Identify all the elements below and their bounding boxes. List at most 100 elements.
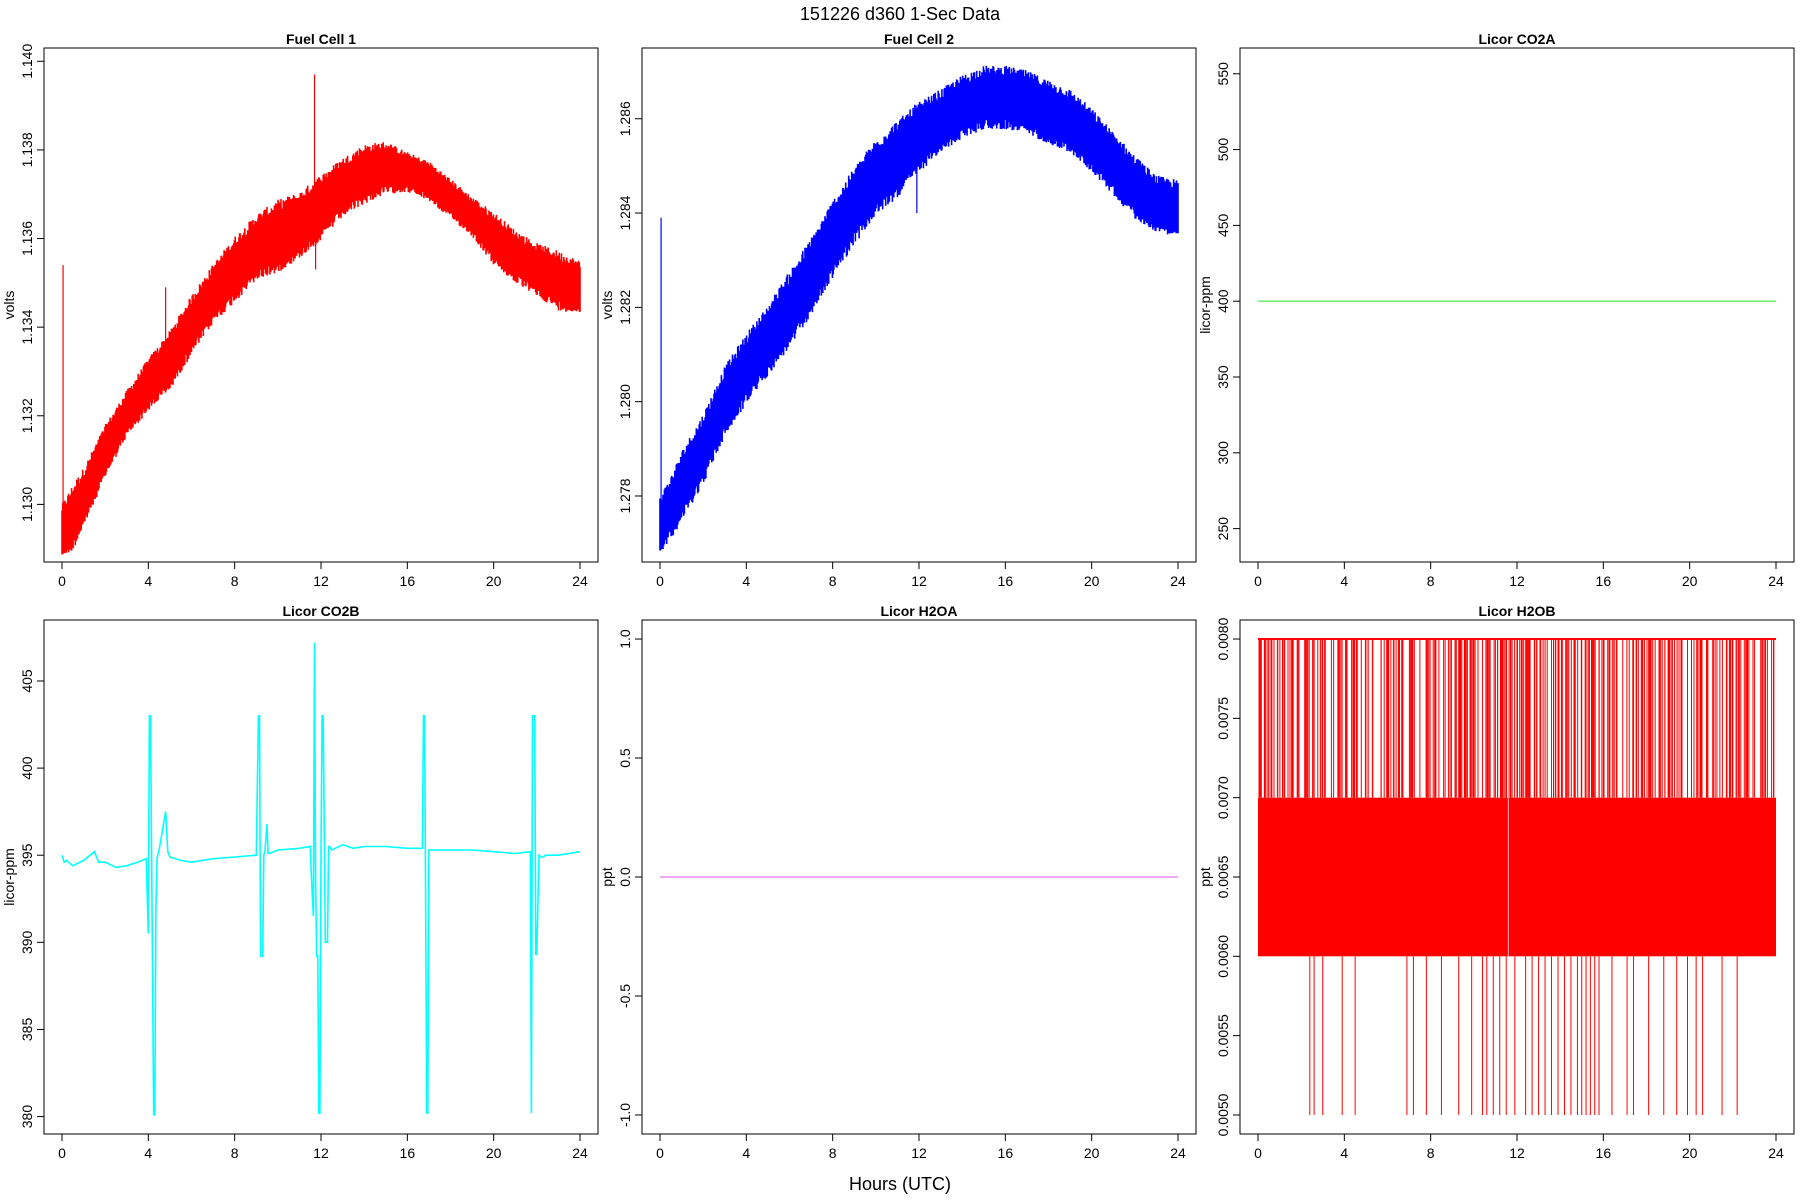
y-tick-label: 1.130 [19,487,35,522]
y-tick-label: 1.132 [19,398,35,433]
panel-3: Licor CO2A licor-ppm 0 4 8 12 16 20 24 250 300 350 4… [1197,31,1795,589]
y-tick-label: 1.278 [617,478,633,513]
x-tick-label: 8 [231,573,239,589]
x-tick-label: 16 [998,573,1014,589]
y-tick-label: 0.0080 [1215,617,1231,660]
y-tick-label: 0.0065 [1215,855,1231,898]
y-tick-label: 550 [1215,62,1231,86]
series-group [61,74,581,555]
x-tick-label: 12 [1509,573,1525,589]
figure-xlabel: Hours (UTC) [849,1174,951,1194]
x-tick-label: 12 [313,573,329,589]
x-tick-label: 8 [1427,573,1435,589]
x-tick-label: 0 [1254,573,1262,589]
panel-4: Licor CO2B licor-ppm 0 4 8 12 16 20 24 380 385 390 3… [1,603,599,1161]
x-tick-label: 16 [998,1145,1014,1161]
y-tick-label: 390 [19,930,35,954]
y-axis-label: ppt [599,867,615,887]
y-axis-label: licor-ppm [1197,276,1213,334]
data-band-fill [62,149,580,549]
panel-5: Licor H2OA ppt 0 4 8 12 16 20 24 -1.0 -0.5 0.0 0.5 1.… [599,603,1197,1161]
x-tick-label: 24 [572,573,588,589]
x-tick-label: 0 [58,1145,66,1161]
x-tick-label: 16 [400,1145,416,1161]
y-tick-label: 400 [1215,289,1231,313]
y-tick-label: 1.286 [617,101,633,136]
panels-group: Fuel Cell 1 volts 0 4 8 12 16 20 24 1.130 1.132 1.1… [1,31,1795,1161]
y-tick-label: 0.5 [617,748,633,768]
y-tick-label: 500 [1215,138,1231,162]
y-tick-label: 1.136 [19,221,35,256]
y-tick-label: 1.284 [617,195,633,230]
y-tick-label: 250 [1215,517,1231,541]
x-tick-label: 20 [1682,573,1698,589]
y-tick-label: 400 [19,756,35,780]
panel-title: Licor CO2B [282,603,359,619]
y-tick-label: 0.0055 [1215,1014,1231,1057]
x-tick-label: 12 [911,1145,927,1161]
y-tick-label: 1.134 [19,309,35,344]
series-group [659,65,1179,551]
data-line [61,642,581,1116]
y-tick-label: 380 [19,1105,35,1129]
x-tick-label: 4 [144,573,152,589]
x-tick-label: 4 [1340,1145,1348,1161]
x-tick-label: 4 [742,573,750,589]
x-tick-label: 8 [231,1145,239,1161]
y-tick-label: 1.138 [19,132,35,167]
x-tick-label: 20 [1084,1145,1100,1161]
y-tick-label: 0.0060 [1215,935,1231,978]
x-tick-label: 16 [1596,1145,1612,1161]
y-tick-label: 350 [1215,365,1231,389]
x-tick-label: 0 [58,573,66,589]
x-tick-label: 12 [313,1145,329,1161]
x-tick-label: 20 [486,1145,502,1161]
panel-title: Fuel Cell 2 [884,31,954,47]
x-tick-label: 24 [1170,573,1186,589]
y-tick-label: 1.140 [19,44,35,79]
x-tick-label: 0 [656,573,664,589]
x-tick-label: 4 [144,1145,152,1161]
x-tick-label: 24 [572,1145,588,1161]
panel-title: Licor H2OA [880,603,957,619]
x-tick-label: 0 [656,1145,664,1161]
y-tick-label: 0.0050 [1215,1093,1231,1136]
y-tick-label: 450 [1215,214,1231,238]
y-tick-label: 300 [1215,441,1231,465]
x-tick-label: 0 [1254,1145,1262,1161]
x-tick-label: 12 [1509,1145,1525,1161]
y-tick-label: 385 [19,1018,35,1042]
y-axis-label: volts [599,291,615,320]
y-tick-label: 405 [19,669,35,693]
panel-title: Fuel Cell 1 [286,31,356,47]
x-tick-label: 4 [742,1145,750,1161]
x-tick-label: 8 [829,1145,837,1161]
plot-frame [43,47,599,563]
x-tick-label: 16 [400,573,416,589]
x-tick-label: 8 [1427,1145,1435,1161]
y-tick-label: 1.0 [617,629,633,649]
panel-title: Licor H2OB [1478,603,1555,619]
x-tick-label: 8 [829,573,837,589]
y-axis-label: ppt [1197,867,1213,887]
x-tick-label: 24 [1768,573,1784,589]
figure-title: 151226 d360 1-Sec Data [800,4,1001,24]
x-tick-label: 20 [486,573,502,589]
y-axis-label: volts [1,291,17,320]
plot-frame [1239,47,1795,563]
x-tick-label: 20 [1682,1145,1698,1161]
x-tick-label: 4 [1340,573,1348,589]
y-tick-label: -0.5 [617,984,633,1008]
data-band-fill [660,76,1178,544]
data-band [1258,797,1776,957]
x-tick-label: 12 [911,573,927,589]
x-tick-label: 16 [1596,573,1612,589]
y-tick-label: 0.0 [617,867,633,887]
x-tick-label: 24 [1170,1145,1186,1161]
panel-6: Licor H2OB ppt 0 4 8 12 16 20 24 0.0050 0.0055 0.00… [1197,603,1795,1161]
y-axis-label: licor-ppm [1,848,17,906]
panel-2: Fuel Cell 2 volts 0 4 8 12 16 20 24 1.278 1.280 1.2… [599,31,1197,589]
series-group [61,642,581,1116]
x-tick-label: 24 [1768,1145,1784,1161]
